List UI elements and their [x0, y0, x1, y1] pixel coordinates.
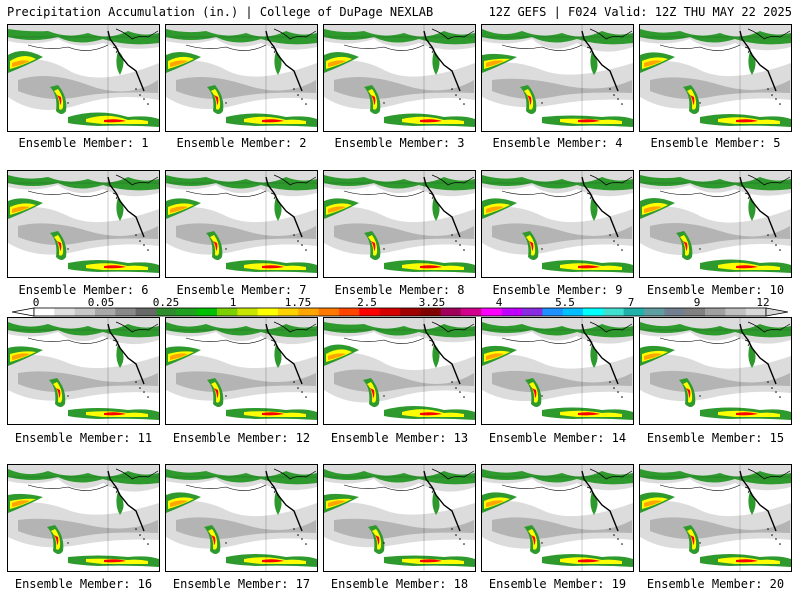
colorbar-tick-label: 0.25	[152, 296, 180, 309]
colorbar-segment	[176, 308, 198, 316]
colorbar-max-arrow	[765, 307, 788, 317]
ensemble-member-label: Ensemble Member: 7	[176, 283, 307, 297]
colorbar-segment	[257, 308, 279, 316]
colorbar-segment	[745, 308, 767, 316]
ensemble-member-map-7	[165, 170, 318, 278]
ensemble-member-label: Ensemble Member: 14	[488, 431, 627, 445]
colorbar-segment	[583, 308, 604, 316]
colorbar-tick-label: 5.5	[555, 296, 575, 309]
colorbar-segment	[725, 308, 747, 316]
ensemble-member-label: Ensemble Member: 20	[646, 577, 785, 591]
colorbar-segment	[705, 308, 726, 316]
ensemble-member-label: Ensemble Member: 5	[650, 136, 781, 150]
map-title: Precipitation Accumulation (in.) | Colle…	[7, 5, 434, 19]
ensemble-member-map-16	[7, 464, 160, 572]
colorbar-segment	[278, 308, 299, 316]
ensemble-member-map-9	[481, 170, 634, 278]
colorbar-segment	[623, 308, 645, 316]
colorbar-tick-label: 12	[756, 296, 770, 309]
ensemble-member-label: Ensemble Member: 18	[330, 577, 469, 591]
ensemble-member-label: Ensemble Member: 4	[492, 136, 623, 150]
colorbar-segment	[217, 308, 238, 316]
ensemble-member-map-1	[7, 24, 160, 132]
ensemble-member-label: Ensemble Member: 1	[18, 136, 149, 150]
colorbar-tick-label: 3.25	[418, 296, 446, 309]
colorbar-tick-label: 9	[693, 296, 701, 309]
colorbar-segment	[115, 308, 137, 316]
colorbar-segment	[542, 308, 564, 316]
colorbar-tick-label: 2.5	[357, 296, 377, 309]
colorbar-tick-label: 1	[229, 296, 237, 309]
ensemble-member-map-11	[7, 317, 160, 425]
colorbar-tick-labels: 0 0.05 0.25 1 1.75 2.5 3.25 4 5.5 7 9 12	[0, 297, 800, 309]
ensemble-member-map-14	[481, 317, 634, 425]
ensemble-member-map-5	[639, 24, 792, 132]
precip-colorbar	[12, 307, 788, 317]
ensemble-member-label: Ensemble Member: 2	[176, 136, 307, 150]
ensemble-member-label: Ensemble Member: 8	[334, 283, 465, 297]
colorbar-segment	[440, 308, 462, 316]
ensemble-member-label: Ensemble Member: 6	[18, 283, 149, 297]
ensemble-member-label: Ensemble Member: 17	[172, 577, 311, 591]
colorbar-min-arrow	[12, 307, 35, 317]
ensemble-member-map-17	[165, 464, 318, 572]
colorbar-segment	[501, 308, 523, 316]
ensemble-member-map-8	[323, 170, 476, 278]
ensemble-member-label: Ensemble Member: 15	[646, 431, 785, 445]
colorbar-segment	[522, 308, 543, 316]
ensemble-member-map-15	[639, 317, 792, 425]
colorbar-segment	[684, 308, 706, 316]
colorbar-segment	[400, 308, 421, 316]
colorbar-segment	[54, 308, 76, 316]
ensemble-member-label: Ensemble Member: 3	[334, 136, 465, 150]
ensemble-member-label: Ensemble Member: 9	[492, 283, 623, 297]
colorbar-segment	[237, 308, 259, 316]
colorbar-tick-label: 0	[32, 296, 40, 309]
ensemble-member-map-3	[323, 24, 476, 132]
colorbar-segment	[34, 308, 55, 316]
ensemble-member-map-6	[7, 170, 160, 278]
ensemble-member-label: Ensemble Member: 11	[14, 431, 153, 445]
colorbar-segment	[420, 308, 442, 316]
ensemble-member-map-20	[639, 464, 792, 572]
colorbar-tick-label: 1.75	[284, 296, 312, 309]
colorbar-segment	[603, 308, 625, 316]
colorbar-tick-label: 7	[627, 296, 635, 309]
ensemble-member-map-19	[481, 464, 634, 572]
colorbar-segment	[156, 308, 177, 316]
colorbar-segment	[644, 308, 665, 316]
colorbar-segment	[359, 308, 381, 316]
colorbar-tick-label: 0.05	[87, 296, 115, 309]
ensemble-member-map-4	[481, 24, 634, 132]
colorbar-segment	[95, 308, 116, 316]
ensemble-member-map-18	[323, 464, 476, 572]
ensemble-member-map-13	[323, 317, 476, 425]
ensemble-member-label: Ensemble Member: 12	[172, 431, 311, 445]
ensemble-member-label: Ensemble Member: 13	[330, 431, 469, 445]
colorbar-segment	[196, 308, 218, 316]
colorbar-segment	[298, 308, 320, 316]
ensemble-member-label: Ensemble Member: 10	[646, 283, 785, 297]
colorbar-segment	[461, 308, 482, 316]
ensemble-member-label: Ensemble Member: 19	[488, 577, 627, 591]
colorbar-segment	[339, 308, 360, 316]
colorbar-tick-label: 4	[495, 296, 503, 309]
colorbar-segment	[664, 308, 686, 316]
ensemble-member-label: Ensemble Member: 16	[14, 577, 153, 591]
colorbar-segment	[135, 308, 157, 316]
ensemble-member-map-10	[639, 170, 792, 278]
run-valid-time: 12Z GEFS | F024 Valid: 12Z THU MAY 22 20…	[488, 5, 792, 19]
ensemble-member-map-2	[165, 24, 318, 132]
colorbar-segment	[481, 308, 503, 316]
colorbar-segment	[379, 308, 401, 316]
colorbar-segment	[318, 308, 340, 316]
ensemble-member-map-12	[165, 317, 318, 425]
colorbar-segment	[562, 308, 584, 316]
colorbar-segment	[74, 308, 96, 316]
